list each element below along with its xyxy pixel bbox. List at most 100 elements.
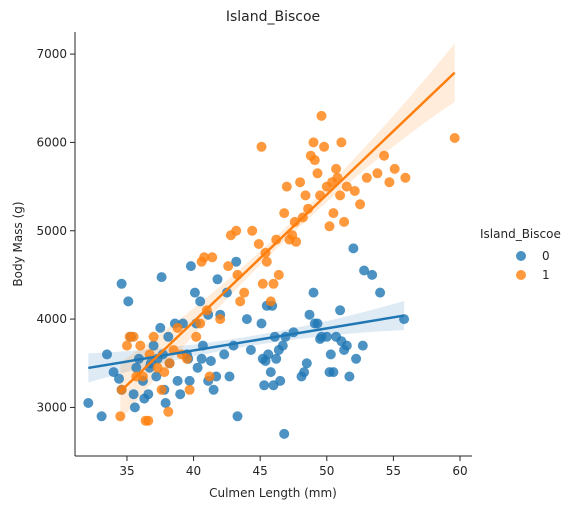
scatter-point-0	[155, 323, 165, 333]
scatter-point-0	[344, 372, 354, 382]
scatter-point-1	[185, 385, 195, 395]
scatter-point-0	[163, 332, 173, 342]
scatter-point-1	[143, 416, 153, 426]
scatter-point-0	[266, 367, 276, 377]
scatter-point-1	[258, 279, 268, 289]
scatter-point-1	[205, 372, 215, 382]
scatter-point-1	[149, 332, 159, 342]
scatter-point-1	[331, 164, 341, 174]
scatter-point-1	[135, 341, 145, 351]
scatter-point-1	[350, 186, 360, 196]
scatter-point-0	[193, 363, 203, 373]
scatter-point-0	[117, 279, 127, 289]
scatter-point-1	[372, 168, 382, 178]
scatter-point-0	[375, 288, 385, 298]
scatter-point-1	[291, 237, 301, 247]
scatter-point-0	[326, 349, 336, 359]
scatter-point-1	[231, 226, 241, 236]
scatter-point-1	[295, 177, 305, 187]
scatter-point-0	[195, 296, 205, 306]
legend-marker-0	[516, 251, 526, 261]
scatter-point-0	[219, 349, 229, 359]
scatter-point-0	[242, 314, 252, 324]
legend-title: Island_Biscoe	[480, 227, 561, 241]
scatter-point-1	[115, 411, 125, 421]
scatter-point-1	[163, 407, 173, 417]
scatter-point-1	[262, 257, 272, 267]
scatter-point-0	[271, 354, 281, 364]
scatter-point-1	[257, 142, 267, 152]
scatter-point-0	[351, 354, 361, 364]
scatter-point-1	[339, 217, 349, 227]
scatter-point-0	[278, 341, 288, 351]
legend-label-1: 1	[542, 268, 550, 282]
scatter-point-1	[254, 239, 264, 249]
scatter-point-1	[215, 314, 225, 324]
scatter-point-1	[384, 177, 394, 187]
scatter-point-1	[317, 111, 327, 121]
scatter-point-0	[358, 341, 368, 351]
x-tick-label: 40	[186, 464, 201, 478]
scatter-point-1	[173, 323, 183, 333]
scatter-point-1	[223, 261, 233, 271]
scatter-point-1	[269, 279, 279, 289]
scatter-point-0	[322, 332, 332, 342]
scatter-point-1	[379, 151, 389, 161]
scatter-point-0	[257, 319, 267, 329]
scatter-point-1	[319, 142, 329, 152]
scatter-point-1	[165, 358, 175, 368]
y-axis-ticks: 3000 4000 5000 6000 7000	[36, 47, 75, 414]
scatter-point-0	[97, 411, 107, 421]
scatter-point-1	[328, 208, 338, 218]
scatter-point-0	[143, 389, 153, 399]
scatter-point-1	[182, 354, 192, 364]
x-tick-label: 50	[319, 464, 334, 478]
scatter-point-1	[301, 190, 311, 200]
scatter-point-1	[207, 252, 217, 262]
scatter-point-0	[157, 272, 167, 282]
scatter-point-1	[239, 288, 249, 298]
scatter-point-0	[309, 288, 319, 298]
scatter-point-1	[310, 155, 320, 165]
scatter-point-1	[129, 332, 139, 342]
scatter-point-0	[299, 367, 309, 377]
scatter-point-0	[209, 385, 219, 395]
scatter-point-1	[274, 270, 284, 280]
scatter-point-0	[130, 402, 140, 412]
legend-label-0: 0	[542, 249, 550, 263]
scatter-point-0	[275, 376, 285, 386]
scatter-point-0	[342, 341, 352, 351]
scatter-point-0	[328, 367, 338, 377]
scatter-point-1	[266, 296, 276, 306]
scatter-point-1	[335, 190, 345, 200]
scatter-point-0	[149, 341, 159, 351]
scatter-point-0	[302, 358, 312, 368]
scatter-point-0	[123, 296, 133, 306]
scatter-point-0	[246, 345, 256, 355]
scatter-point-0	[161, 398, 171, 408]
scatter-point-1	[159, 367, 169, 377]
y-tick-label: 5000	[36, 224, 67, 238]
chart-title: Island_Biscoe	[226, 9, 320, 25]
scatter-point-0	[102, 349, 112, 359]
scatter-point-1	[279, 208, 289, 218]
scatter-point-1	[355, 199, 365, 209]
x-tick-label: 45	[253, 464, 268, 478]
y-tick-label: 3000	[36, 400, 67, 414]
scatter-point-0	[186, 261, 196, 271]
scatter-point-0	[225, 372, 235, 382]
x-axis-label: Culmen Length (mm)	[209, 486, 337, 500]
legend-marker-1	[516, 270, 526, 280]
scatter-point-0	[83, 398, 93, 408]
scatter-point-0	[233, 411, 243, 421]
scatter-point-0	[348, 243, 358, 253]
scatter-point-1	[235, 296, 245, 306]
scatter-point-0	[197, 354, 207, 364]
scatter-point-0	[114, 374, 124, 384]
scatter-point-0	[335, 305, 345, 315]
scatter-point-1	[336, 137, 346, 147]
x-axis-ticks: 35 40 45 50 55 60	[119, 456, 467, 478]
scatter-point-1	[450, 133, 460, 143]
scatter-point-1	[282, 182, 292, 192]
